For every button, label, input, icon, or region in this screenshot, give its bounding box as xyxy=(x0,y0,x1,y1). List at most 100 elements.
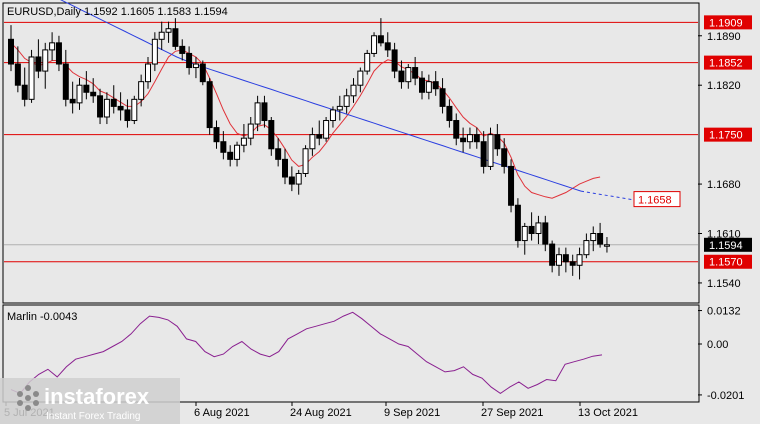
projection-label: 1.1658 xyxy=(638,195,672,207)
bull-candle xyxy=(329,109,336,122)
bear-candle xyxy=(480,141,487,167)
bear-candle xyxy=(377,35,384,44)
bear-candle xyxy=(110,98,117,107)
osc-tick-label: -0.0201 xyxy=(707,390,744,402)
bull-candle xyxy=(590,233,597,242)
bear-candle xyxy=(391,49,398,72)
bear-candle xyxy=(55,42,62,65)
price-tick-label: 1.1890 xyxy=(707,31,741,43)
date-label: 27 Sep 2021 xyxy=(481,407,543,419)
bear-candle xyxy=(90,91,97,97)
projection-label-box xyxy=(633,191,681,208)
osc-tick-label: 0.00 xyxy=(707,339,728,351)
logo-tagline: Instant Forex Trading xyxy=(46,411,141,422)
oscillator-label: Marlin -0.0043 xyxy=(7,311,77,323)
bull-candle xyxy=(364,52,371,72)
price-panel xyxy=(2,2,700,304)
bull-candle xyxy=(138,81,145,100)
bull-candle xyxy=(323,120,330,139)
candles xyxy=(8,18,610,280)
bear-candle xyxy=(83,84,90,93)
bear-candle xyxy=(597,233,604,245)
bear-candle xyxy=(549,243,556,266)
osc-tick-label: 0.0132 xyxy=(707,306,741,318)
bear-candle xyxy=(220,141,227,153)
date-label: 6 Aug 2021 xyxy=(194,407,250,419)
bull-candle xyxy=(192,63,199,69)
bear-candle xyxy=(227,151,234,160)
bear-candle xyxy=(460,137,467,143)
bull-candle xyxy=(151,38,158,65)
bear-candle xyxy=(514,204,521,242)
bear-candle xyxy=(508,165,515,206)
logo-brand: instaforex xyxy=(44,384,150,409)
bear-candle xyxy=(8,38,14,65)
level-label: 1.1750 xyxy=(709,130,743,142)
bear-candle xyxy=(97,95,104,118)
slow-ma-projection xyxy=(580,190,633,201)
current-price-box xyxy=(704,237,752,252)
bear-candle xyxy=(439,88,446,107)
bull-candle xyxy=(131,98,138,122)
bear-candle xyxy=(14,63,21,86)
bull-candle xyxy=(336,105,343,111)
bear-candle xyxy=(213,127,220,143)
bull-candle xyxy=(556,254,562,266)
bear-candle xyxy=(268,120,275,150)
oscillator-axis: 0.0132 0.00 -0.0201 xyxy=(698,306,744,402)
bear-candle xyxy=(117,105,124,111)
bull-candle xyxy=(343,95,350,107)
oscillator-line xyxy=(10,311,603,395)
bull-candle xyxy=(145,63,151,83)
date-label: 24 Aug 2021 xyxy=(290,407,352,419)
bear-candle xyxy=(172,28,179,47)
bear-candle xyxy=(288,176,295,185)
bull-candle xyxy=(466,134,473,143)
bull-candle xyxy=(247,123,254,139)
bear-candle xyxy=(569,261,576,266)
level-label-box xyxy=(704,127,752,142)
bear-candle xyxy=(501,148,508,167)
bear-candle xyxy=(21,84,28,100)
bull-candle xyxy=(535,222,542,235)
bear-candle xyxy=(432,81,439,90)
price-tick-label: 1.1680 xyxy=(707,179,741,191)
bear-candle xyxy=(528,225,535,235)
bear-candle xyxy=(494,134,501,150)
level-label-box xyxy=(704,55,752,70)
bear-candle xyxy=(35,56,42,72)
instaforex-logo: instaforex Instant Forex Trading xyxy=(0,378,180,424)
bull-candle xyxy=(583,240,590,256)
bull-candle xyxy=(576,254,583,266)
bull-candle xyxy=(234,144,241,160)
date-label: 13 Oct 2021 xyxy=(578,407,638,419)
bull-candle xyxy=(76,84,83,104)
bull-candle xyxy=(49,42,56,51)
bull-candle xyxy=(371,35,378,54)
bear-candle xyxy=(199,63,206,83)
level-label: 1.1909 xyxy=(709,17,743,29)
bear-candle xyxy=(275,148,282,160)
bull-candle xyxy=(405,67,412,83)
bull-candle xyxy=(487,134,494,167)
bull-candle xyxy=(309,134,316,150)
bear-candle xyxy=(398,70,405,83)
bear-candle xyxy=(473,134,480,143)
bull-candle xyxy=(28,56,35,100)
level-label-box xyxy=(704,254,752,269)
price-tick-label: 1.1610 xyxy=(707,229,741,241)
symbol-header: EURUSD,Daily 1.1592 1.1605 1.1583 1.1594 xyxy=(7,6,228,18)
bear-candle xyxy=(419,77,425,93)
level-label: 1.1852 xyxy=(709,58,743,70)
price-tick-label: 1.1820 xyxy=(707,80,741,92)
level-label: 1.1570 xyxy=(709,257,743,269)
current-price-label: 1.1594 xyxy=(709,240,743,252)
bear-candle xyxy=(206,81,213,129)
bull-candle xyxy=(425,81,432,93)
bull-candle xyxy=(240,137,247,146)
bear-candle xyxy=(453,120,460,139)
bull-candle xyxy=(165,28,172,33)
bull-candle xyxy=(603,244,610,247)
bull-candle xyxy=(521,225,528,242)
oscillator-series xyxy=(10,311,603,395)
